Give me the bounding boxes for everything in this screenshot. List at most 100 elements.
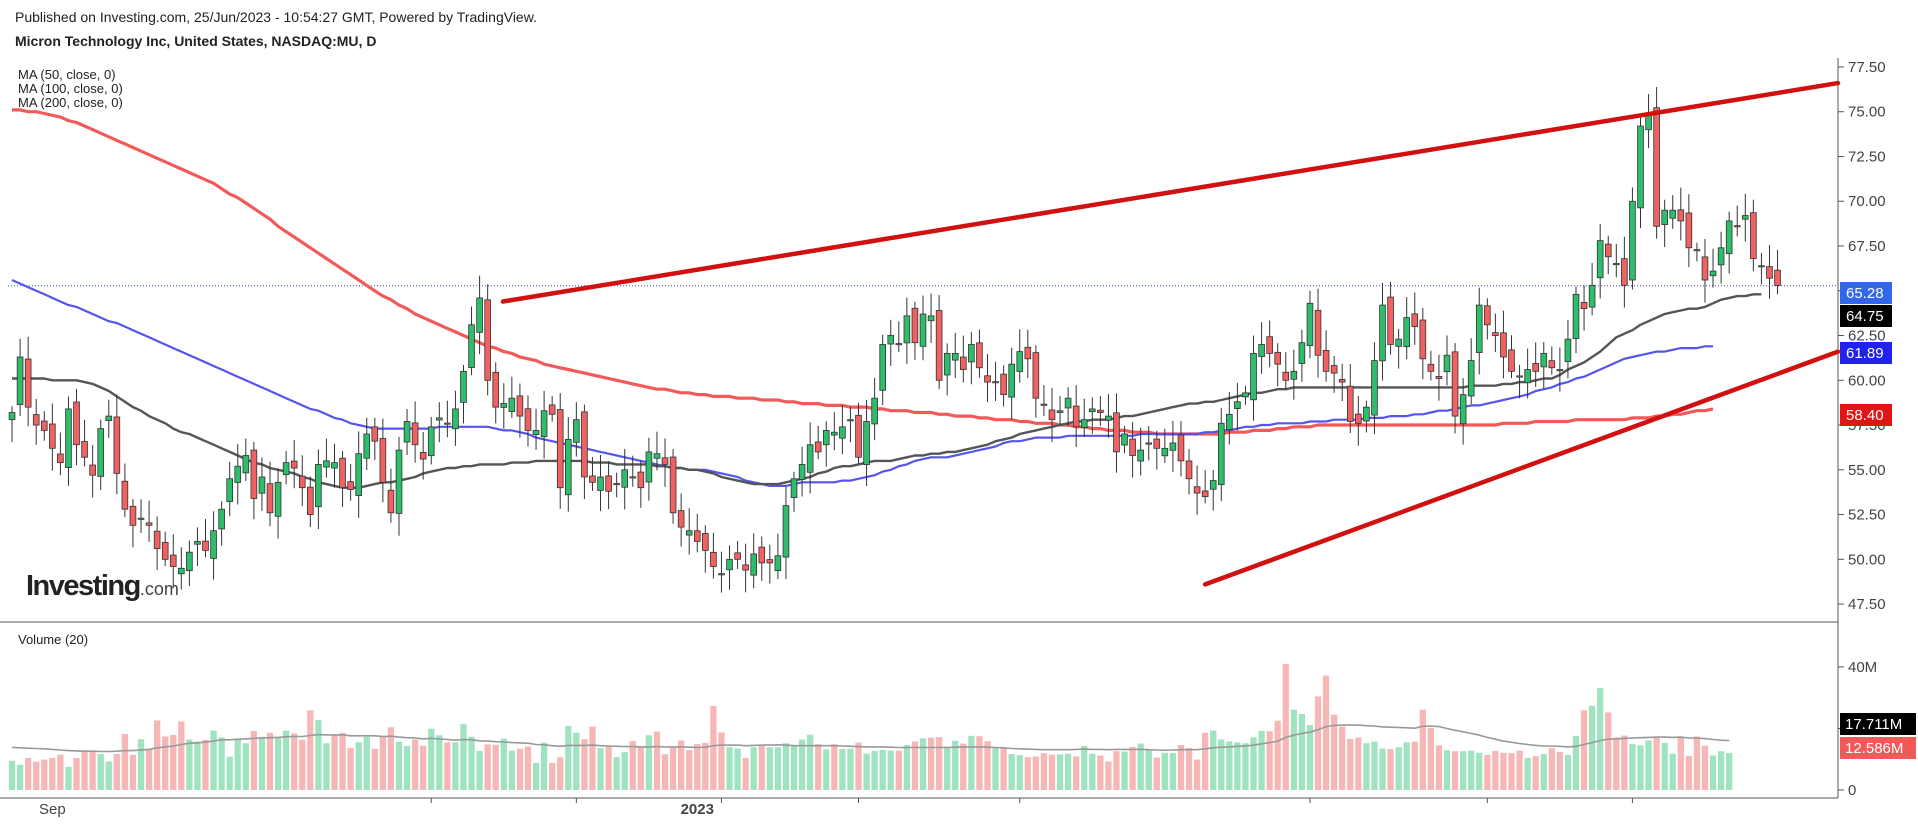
volume-bar: [1524, 758, 1531, 790]
volume-bar: [274, 736, 282, 790]
volume-bar: [1419, 709, 1426, 790]
candle-body: [1137, 449, 1144, 462]
volume-bar: [1540, 754, 1547, 790]
candle-body: [984, 375, 991, 383]
volume-bar: [508, 750, 515, 790]
volume-bar: [468, 736, 475, 790]
candle-body: [516, 395, 524, 417]
candle-body: [960, 356, 967, 370]
volume-bar: [1153, 757, 1160, 790]
ma200-legend-label: MA (200, close, 0): [18, 95, 123, 110]
candle-body: [1379, 304, 1386, 362]
volume-bar: [710, 706, 717, 790]
volume-bar: [887, 750, 894, 790]
upper-trendline: [500, 80, 1841, 304]
volume-bar: [774, 747, 782, 790]
volume-bar: [1701, 745, 1709, 790]
volume-bar: [194, 741, 201, 790]
candle-body: [855, 414, 862, 458]
volume-bar: [484, 744, 491, 790]
volume-bar: [968, 735, 975, 790]
candle-body: [226, 478, 233, 503]
candle-body: [258, 476, 266, 494]
candle-body: [307, 486, 314, 515]
candle-body: [1338, 379, 1346, 383]
candle-body: [16, 356, 24, 405]
volume-axis-badge-text: 12.586M: [1845, 740, 1903, 757]
symbol-title: Micron Technology Inc, United States, NA…: [15, 33, 377, 49]
candle-body: [1064, 397, 1072, 409]
volume-bar: [387, 727, 395, 790]
candle-body: [814, 441, 822, 453]
candle-body: [169, 554, 177, 567]
candle-body: [766, 559, 774, 564]
candle-body: [734, 552, 741, 560]
volume-bar: [589, 726, 596, 790]
candle-body: [1088, 408, 1096, 413]
candle-body: [1032, 352, 1040, 399]
volume-bar: [1032, 756, 1040, 790]
candle-body: [951, 353, 959, 361]
candle-body: [831, 431, 838, 436]
candle-body: [1693, 249, 1701, 252]
volume-bar: [1508, 753, 1515, 790]
volume-bar: [411, 739, 419, 790]
volume-bar: [403, 746, 411, 790]
candle-body: [1363, 406, 1370, 422]
volume-bar: [452, 742, 459, 790]
candle-body: [403, 421, 411, 443]
candle-body: [81, 441, 88, 458]
volume-bar: [121, 734, 129, 790]
candle-body: [161, 541, 169, 560]
candle-body: [460, 370, 467, 403]
volume-bar: [363, 736, 370, 790]
published-header: Published on Investing.com, 25/Jun/2023 …: [15, 9, 537, 25]
candle-body: [1201, 490, 1209, 498]
candle-body: [508, 397, 516, 412]
volume-bar: [984, 741, 991, 790]
volume-bar: [186, 739, 193, 790]
volume-bar: [1016, 755, 1023, 790]
candle-body: [1129, 438, 1136, 456]
volume-bar: [782, 743, 790, 790]
candle-body: [1677, 209, 1685, 222]
volume-bar: [1250, 737, 1257, 790]
candle-body: [121, 480, 129, 510]
volume-bar: [726, 747, 733, 790]
candle-body: [1629, 200, 1636, 281]
candle-body: [1540, 353, 1548, 368]
volume-bar: [1476, 752, 1483, 790]
candle-body: [73, 401, 80, 446]
volume-bar: [992, 747, 999, 790]
candle-body: [1016, 351, 1024, 372]
volume-bar: [1105, 761, 1112, 790]
candle-body: [1371, 360, 1378, 416]
candle-body: [387, 489, 395, 514]
candle-body: [1427, 363, 1435, 372]
volume-bar: [1081, 746, 1088, 790]
candle-body: [1056, 410, 1064, 413]
candle-body: [1492, 332, 1499, 336]
candle-body: [1685, 212, 1693, 249]
volume-bar: [1387, 749, 1394, 790]
candle-body: [331, 462, 338, 469]
volume-bar: [1717, 751, 1725, 790]
volume-bar: [573, 732, 580, 790]
candle-body: [1008, 363, 1015, 398]
candle-body: [895, 343, 903, 346]
volume-bar: [1008, 754, 1015, 790]
candle-body: [1588, 284, 1596, 308]
volume-bar: [1427, 727, 1435, 790]
volume-bar: [1161, 752, 1168, 790]
candle-body: [839, 426, 846, 439]
y-tick-label: 72.50: [1848, 148, 1886, 165]
volume-bar: [299, 739, 306, 790]
volume-bar: [702, 742, 709, 790]
candle-body: [1750, 212, 1757, 259]
volume-bar: [1451, 751, 1459, 790]
candle-body: [1193, 486, 1201, 494]
candle-body: [943, 353, 951, 376]
candle-body: [1451, 351, 1459, 417]
volume-bar: [1621, 735, 1628, 790]
